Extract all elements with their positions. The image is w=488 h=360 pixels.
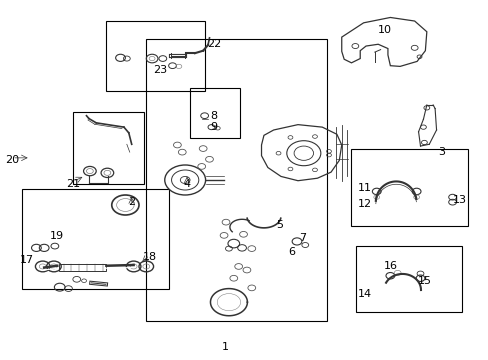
Bar xyxy=(146,39,326,321)
Text: 11: 11 xyxy=(357,183,371,193)
Text: 6: 6 xyxy=(288,247,295,257)
Text: 5: 5 xyxy=(275,220,283,230)
Bar xyxy=(356,246,461,312)
Bar xyxy=(190,88,239,138)
Text: 17: 17 xyxy=(20,255,34,265)
Text: 16: 16 xyxy=(383,261,397,271)
Bar xyxy=(59,264,106,271)
Text: 13: 13 xyxy=(451,195,466,204)
Bar xyxy=(73,112,143,184)
Bar xyxy=(351,149,467,226)
Text: 2: 2 xyxy=(128,197,135,207)
Text: 21: 21 xyxy=(66,179,80,189)
Text: 3: 3 xyxy=(437,147,444,157)
Bar xyxy=(22,189,168,289)
Text: 19: 19 xyxy=(50,231,64,242)
Text: 7: 7 xyxy=(299,233,306,243)
Text: 22: 22 xyxy=(207,39,221,49)
Text: 4: 4 xyxy=(183,179,190,189)
Text: 23: 23 xyxy=(153,65,166,75)
Text: 12: 12 xyxy=(357,199,371,209)
Bar xyxy=(106,21,204,91)
Text: 9: 9 xyxy=(210,122,217,132)
Text: 14: 14 xyxy=(357,289,371,298)
Text: 10: 10 xyxy=(377,25,391,35)
Text: 8: 8 xyxy=(210,111,217,121)
Text: 15: 15 xyxy=(417,276,430,286)
Text: 1: 1 xyxy=(221,342,228,352)
Text: 18: 18 xyxy=(142,252,157,262)
Text: 20: 20 xyxy=(5,156,19,165)
